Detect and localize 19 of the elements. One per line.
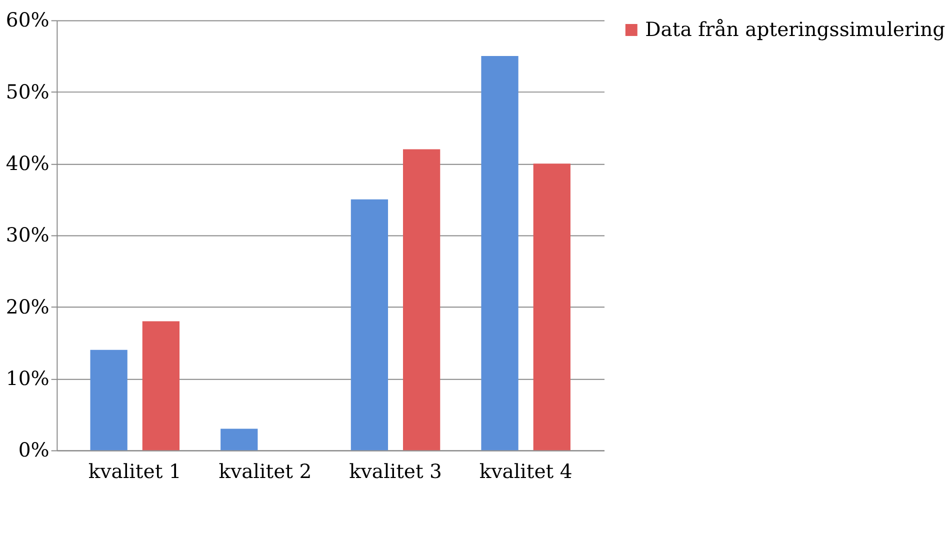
x-tick-label: kvalitet 3 <box>349 460 442 484</box>
bar <box>533 164 570 450</box>
y-tick-label: 60% <box>6 8 50 32</box>
legend-label: Data från apteringssimulering <box>645 18 946 41</box>
y-tick-label: 40% <box>6 152 50 175</box>
y-tick-label: 50% <box>6 80 50 104</box>
x-tick-label: kvalitet 4 <box>479 460 572 484</box>
bar <box>350 199 388 450</box>
y-tick-label: 0% <box>18 438 50 462</box>
x-tick-label: kvalitet 1 <box>88 460 182 484</box>
bar <box>403 149 440 450</box>
y-tick-label: 10% <box>6 366 50 390</box>
bar <box>220 428 258 450</box>
y-tick-label: 30% <box>6 224 50 247</box>
bar <box>142 321 180 450</box>
bar <box>481 56 518 450</box>
x-tick-label: kvalitet 2 <box>218 460 312 484</box>
bar <box>90 350 128 450</box>
y-tick-label: 20% <box>6 295 50 318</box>
